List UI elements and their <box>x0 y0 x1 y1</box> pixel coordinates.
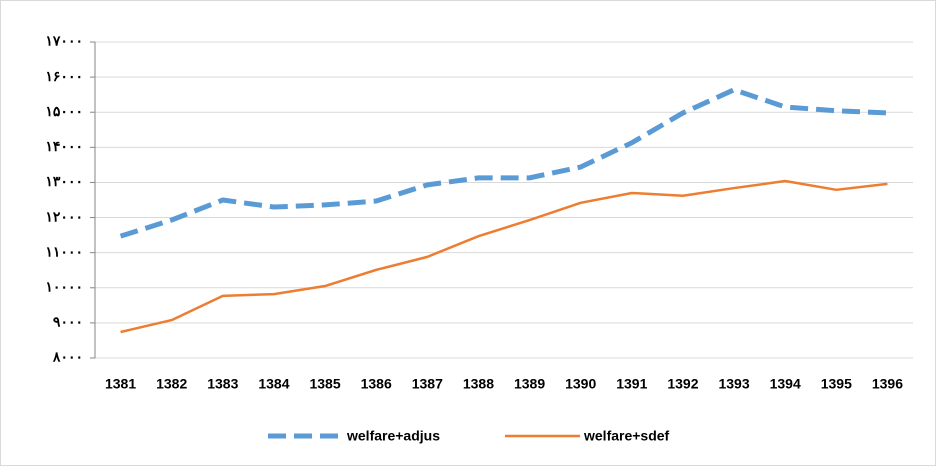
y-tick-label: ۱۶۰۰۰ <box>45 68 83 84</box>
x-tick-label: 1384 <box>258 376 289 392</box>
x-tick-label: 1396 <box>872 376 903 392</box>
y-tick-label: ۱۱۰۰۰ <box>45 243 83 259</box>
x-tick-label: 1381 <box>105 376 136 392</box>
x-tick-label: 1388 <box>463 376 494 392</box>
legend-label: welfare+adjus <box>346 428 440 444</box>
y-tick-label: ۱۵۰۰۰ <box>45 103 83 119</box>
x-tick-label: 1385 <box>309 376 340 392</box>
x-tick-label: 1382 <box>156 376 187 392</box>
series-line <box>120 179 888 334</box>
series-line <box>119 87 888 239</box>
y-tick-label: ۱۲۰۰۰ <box>45 208 83 224</box>
y-tick-label: ۹۰۰۰ <box>53 314 83 330</box>
y-tick-label: ۱۷۰۰۰ <box>45 33 83 49</box>
x-tick-label: 1393 <box>718 376 749 392</box>
x-tick-label: 1383 <box>207 376 238 392</box>
x-tick-label: 1394 <box>770 376 801 392</box>
legend-label: welfare+sdef <box>583 428 670 444</box>
x-tick-label: 1386 <box>361 376 392 392</box>
x-tick-label: 1395 <box>821 376 852 392</box>
x-tick-label: 1390 <box>565 376 596 392</box>
y-tick-label: ۱۴۰۰۰ <box>45 138 83 154</box>
y-tick-label: ۸۰۰۰ <box>52 349 83 365</box>
x-tick-label: 1389 <box>514 376 545 392</box>
x-tick-label: 1391 <box>616 376 647 392</box>
x-tick-label: 1392 <box>667 376 698 392</box>
x-tick-label: 1387 <box>412 376 443 392</box>
y-tick-label: ۱۳۰۰۰ <box>45 173 83 189</box>
y-tick-label: ۱۰۰۰۰ <box>45 278 83 294</box>
